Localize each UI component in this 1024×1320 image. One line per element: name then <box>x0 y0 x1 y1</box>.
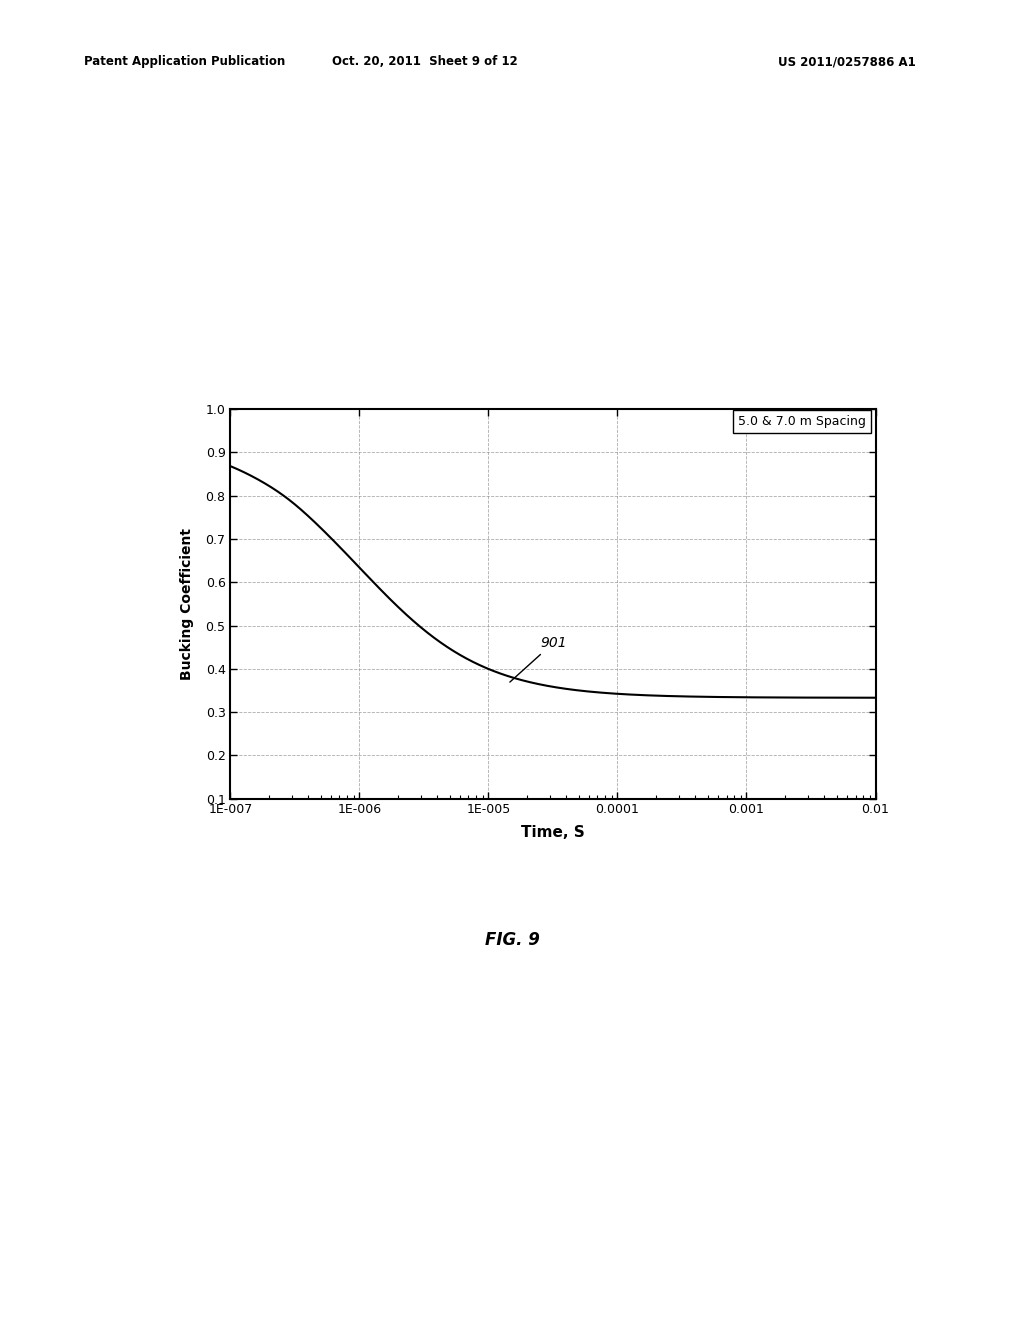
Text: FIG. 9: FIG. 9 <box>484 931 540 949</box>
Y-axis label: Bucking Coefficient: Bucking Coefficient <box>180 528 195 680</box>
Text: 901: 901 <box>510 636 566 682</box>
Text: Oct. 20, 2011  Sheet 9 of 12: Oct. 20, 2011 Sheet 9 of 12 <box>332 55 518 69</box>
Text: US 2011/0257886 A1: US 2011/0257886 A1 <box>778 55 916 69</box>
Text: 5.0 & 7.0 m Spacing: 5.0 & 7.0 m Spacing <box>738 414 866 428</box>
X-axis label: Time, S: Time, S <box>521 825 585 840</box>
Text: Patent Application Publication: Patent Application Publication <box>84 55 286 69</box>
